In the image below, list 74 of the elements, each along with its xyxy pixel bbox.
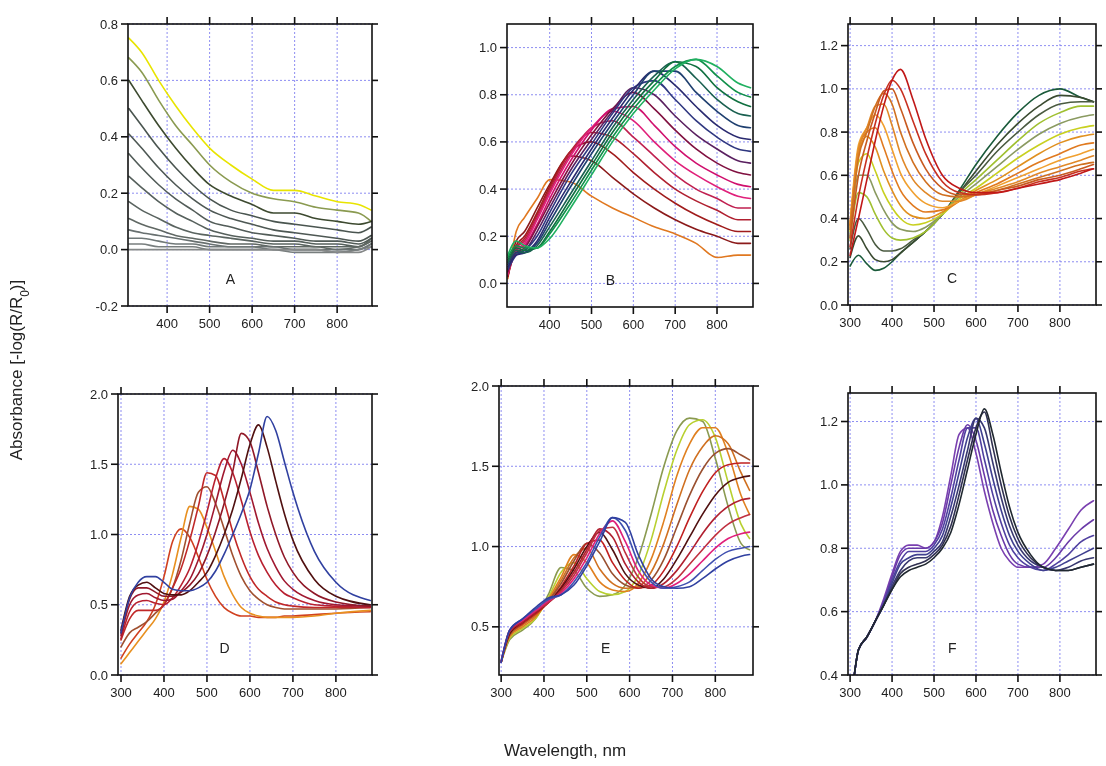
- y-tick-label: 2.0: [470, 378, 489, 394]
- x-tick-label: 300: [839, 685, 861, 700]
- annotation: A: [225, 271, 236, 287]
- x-tick-label: 800: [1049, 315, 1071, 330]
- x-tick-label: 600: [622, 317, 645, 332]
- y-tick-label: 0.8: [478, 87, 497, 103]
- x-tick-label: 800: [325, 685, 347, 700]
- x-tick-label: 700: [661, 685, 684, 700]
- annotation: C: [947, 270, 958, 286]
- y-tick-label: 0.2: [819, 254, 838, 270]
- y-tick-label: 0.5: [470, 619, 489, 635]
- y-tick-label: 1.0: [470, 539, 489, 555]
- y-tick-label: 0.6: [819, 604, 838, 620]
- x-tick-label: 800: [1049, 685, 1071, 700]
- x-tick-label: 400: [533, 685, 555, 700]
- x-axis-title: Wavelength, nm: [503, 741, 627, 760]
- y-tick-label: 0.8: [819, 540, 838, 556]
- y-tick-label: -0.2: [95, 298, 118, 314]
- y-tick-label: 0.6: [819, 167, 838, 183]
- x-tick-label: 500: [923, 685, 945, 700]
- x-tick-label: 400: [538, 317, 561, 332]
- x-tick-label: 400: [881, 315, 903, 330]
- y-tick-label: 0.2: [478, 228, 497, 244]
- x-tick-label: 600: [618, 685, 641, 700]
- x-tick-label: 600: [965, 315, 987, 330]
- x-tick-label: 800: [706, 317, 728, 332]
- y-tick-label: 0.8: [819, 124, 838, 140]
- x-tick-label: 500: [196, 685, 218, 700]
- x-tick-label: 700: [1007, 315, 1029, 330]
- y-tick-label: 0.4: [819, 667, 838, 683]
- x-tick-label: 400: [156, 316, 178, 331]
- y-tick-label: 0.4: [478, 181, 497, 197]
- x-tick-label: 700: [664, 317, 687, 332]
- y-tick-label: 0.5: [89, 597, 108, 613]
- x-tick-label: 700: [283, 316, 306, 331]
- x-tick-label: 700: [282, 685, 304, 700]
- annotation: E: [601, 640, 611, 656]
- y-tick-label: 0.0: [819, 297, 838, 313]
- annotation: B: [605, 272, 615, 288]
- x-tick-label: 700: [1007, 685, 1029, 700]
- y-tick-label: 0.0: [89, 667, 108, 683]
- y-tick-label: 0.8: [99, 16, 118, 32]
- x-tick-label: 500: [580, 317, 603, 332]
- x-tick-label: 300: [490, 685, 512, 700]
- y-tick-label: 0.4: [819, 211, 838, 227]
- x-tick-label: 400: [881, 685, 903, 700]
- y-tick-label: 0.4: [99, 129, 118, 145]
- y-tick-label: 2.0: [89, 386, 108, 402]
- y-tick-label: 1.0: [819, 477, 838, 493]
- y-tick-label: 0.0: [99, 242, 118, 258]
- y-tick-label: 1.2: [819, 38, 838, 54]
- y-tick-label: 1.0: [89, 527, 108, 543]
- y-tick-label: 0.6: [99, 72, 118, 88]
- x-tick-label: 600: [239, 685, 261, 700]
- y-tick-label: 1.2: [819, 414, 838, 430]
- y-tick-label: 1.0: [478, 40, 497, 56]
- x-tick-label: 500: [923, 315, 945, 330]
- y-tick-label: 0.2: [99, 185, 118, 201]
- annotation: F: [947, 640, 957, 656]
- y-tick-label: 0.6: [478, 134, 497, 150]
- x-tick-label: 500: [575, 685, 598, 700]
- x-tick-label: 300: [839, 315, 861, 330]
- x-tick-label: 800: [326, 316, 348, 331]
- x-tick-label: 600: [241, 316, 263, 331]
- x-tick-label: 600: [965, 685, 987, 700]
- y-tick-label: 1.5: [470, 458, 489, 474]
- y-tick-label: 1.0: [819, 81, 838, 97]
- x-tick-label: 800: [704, 685, 727, 700]
- y-tick-label: 0.0: [478, 275, 497, 291]
- x-tick-label: 300: [110, 685, 132, 700]
- annotation: D: [219, 640, 230, 656]
- y-tick-label: 1.5: [89, 456, 108, 472]
- x-tick-label: 500: [198, 316, 221, 331]
- x-tick-label: 400: [153, 685, 175, 700]
